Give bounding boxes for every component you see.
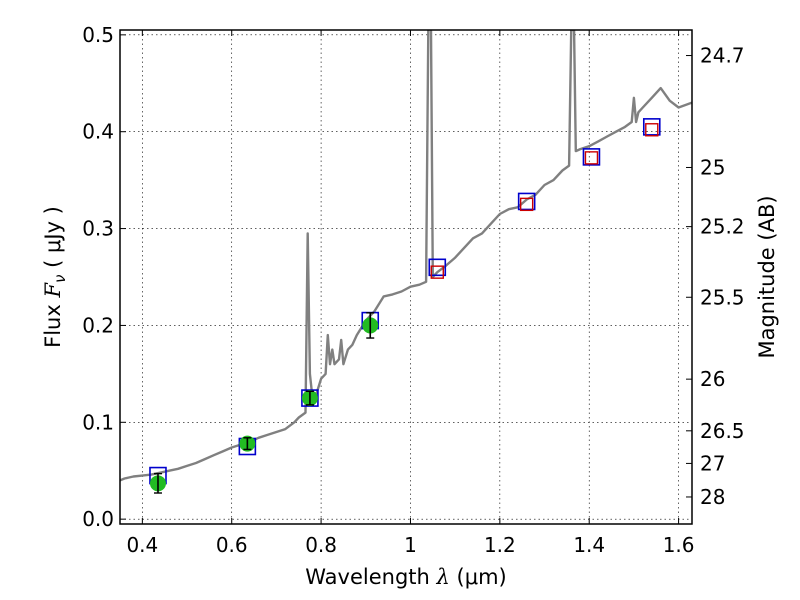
x-tick-label: 1.2 — [484, 533, 516, 557]
y-tick-label: 0.2 — [82, 313, 114, 337]
y-axis-label-symbol: F — [41, 282, 65, 299]
y-tick-label: 0.0 — [82, 507, 114, 531]
y-tick-label: 0.4 — [82, 120, 114, 144]
y2-axis-label: Magnitude (AB) — [755, 195, 779, 358]
prediction-box — [430, 265, 444, 279]
magnitude-tick-label: 26 — [700, 367, 725, 391]
y-axis-label: Flux Fν ( μJy ) — [41, 206, 69, 348]
y-tick-label: 0.1 — [82, 410, 114, 434]
x-axis-label-symbol: λ — [436, 565, 450, 589]
x-tick-label: 0.8 — [305, 533, 337, 557]
x-axis-label-text: Wavelength — [305, 565, 430, 589]
magnitude-tick-label: 26.5 — [700, 419, 745, 443]
x-tick-label: 1 — [404, 533, 417, 557]
magnitude-tick-label: 27 — [700, 451, 725, 475]
plot-frame — [119, 29, 693, 525]
y-axis-label-subscript: ν — [51, 275, 69, 283]
model-box — [582, 148, 601, 166]
prediction-box — [519, 197, 534, 212]
plot-area — [120, 30, 692, 494]
magnitude-tick-label: 25.2 — [700, 215, 745, 239]
y-axis-label-unit: ( μJy ) — [41, 206, 65, 268]
magnitude-tick-label: 25.5 — [700, 285, 745, 309]
prediction-box — [645, 123, 659, 137]
magnitude-tick-label: 24.7 — [700, 44, 745, 68]
model-box — [517, 192, 536, 211]
x-tick-label: 1.4 — [573, 533, 605, 557]
x-tick-label: 0.6 — [216, 533, 248, 557]
y-tick-label: 0.3 — [82, 217, 114, 241]
y-axis-label-text: Flux — [41, 304, 65, 348]
x-axis-label-unit: (μm) — [457, 565, 507, 589]
x-tick-label: 0.4 — [126, 533, 158, 557]
y-tick-label: 0.5 — [82, 23, 114, 47]
model-box — [642, 118, 661, 136]
x-tick-label: 1.6 — [663, 533, 695, 557]
grid — [120, 30, 692, 524]
x-axis-label: Wavelength λ (μm) — [305, 565, 506, 589]
ticks: 0.4 0.6 0.8 1 1.2 1.4 1.6 0.0 0.1 0.2 0.3 0.4 0.5 24.… — [82, 23, 744, 557]
magnitude-tick-label: 28 — [700, 485, 725, 509]
prediction-box — [584, 151, 599, 165]
magnitude-tick-label: 25 — [700, 155, 725, 179]
plot-background — [120, 30, 692, 524]
model-box — [428, 258, 447, 277]
